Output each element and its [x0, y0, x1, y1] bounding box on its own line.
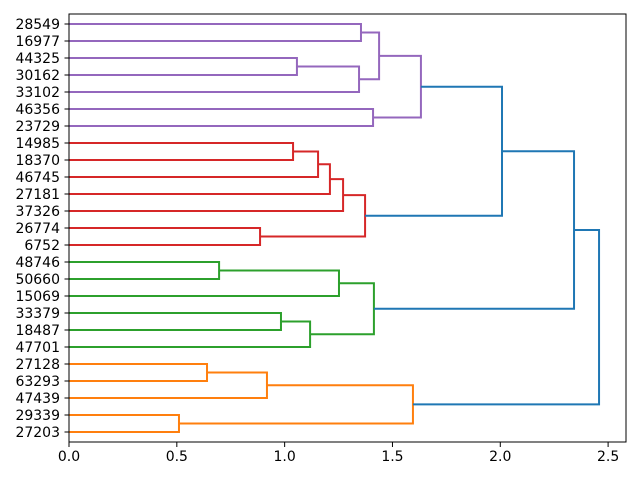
dendrogram-link [69, 261, 221, 280]
dendrogram-link [69, 320, 312, 348]
leaf-label: 23729 [15, 119, 60, 135]
x-axis-tick-label: 2.0 [489, 449, 511, 465]
dendrogram-link [69, 227, 262, 246]
leaf-label: 14985 [15, 136, 60, 152]
dendrogram-link [373, 150, 576, 310]
dendrogram-link [69, 178, 345, 212]
leaf-label: 30162 [15, 68, 60, 84]
leaf-label: 33379 [15, 306, 60, 322]
leaf-label: 50660 [15, 272, 60, 288]
dendrogram-link [69, 23, 362, 42]
leaf-label: 18487 [15, 323, 60, 339]
leaf-label: 27181 [15, 187, 60, 203]
x-axis-tick-label: 2.5 [597, 449, 619, 465]
leaf-label: 47701 [15, 340, 60, 356]
dendrogram-link [69, 108, 375, 127]
leaf-label: 15069 [15, 289, 60, 305]
leaf-label: 46356 [15, 102, 60, 118]
leaf-label: 46745 [15, 170, 60, 186]
dendrogram-link [69, 142, 295, 161]
x-axis-tick-label: 1.5 [381, 449, 403, 465]
leaf-label: 26774 [15, 221, 60, 237]
leaf-label: 16977 [15, 34, 60, 50]
dendrogram-link [260, 194, 367, 238]
dendrogram-link [178, 384, 414, 425]
leaf-label: 28549 [15, 17, 60, 33]
dendrogram-link [69, 269, 340, 297]
leaf-label: 6752 [24, 238, 60, 254]
plot-border [68, 13, 627, 443]
dendrogram-link [69, 371, 268, 399]
leaf-label: 27203 [15, 425, 60, 441]
leaf-label: 33102 [15, 85, 60, 101]
leaf-label: 47439 [15, 391, 60, 407]
dendrogram-link [359, 31, 381, 81]
leaf-label: 29339 [15, 408, 60, 424]
leaf-label: 18370 [15, 153, 60, 169]
leaf-label: 48746 [15, 255, 60, 271]
dendrogram-link [373, 54, 422, 119]
dendrogram-link [69, 414, 180, 433]
x-axis-tick-label: 0.0 [58, 449, 80, 465]
x-axis-tick-label: 0.5 [166, 449, 188, 465]
leaf-label: 27128 [15, 357, 60, 373]
leaf-label: 44325 [15, 51, 60, 67]
dendrogram-link [365, 85, 504, 217]
dendrogram-link [69, 312, 282, 331]
dendrogram-link [69, 163, 331, 195]
leaf-label: 63293 [15, 374, 60, 390]
x-axis-tick-label: 1.0 [274, 449, 296, 465]
dendrogram-link [412, 228, 601, 406]
dendrogram-link [69, 150, 320, 178]
leaf-label: 37326 [15, 204, 60, 220]
dendrogram-link [310, 282, 375, 336]
dendrogram-link [69, 57, 298, 76]
dendrogram-link [69, 363, 209, 382]
dendrogram-link [69, 65, 361, 93]
